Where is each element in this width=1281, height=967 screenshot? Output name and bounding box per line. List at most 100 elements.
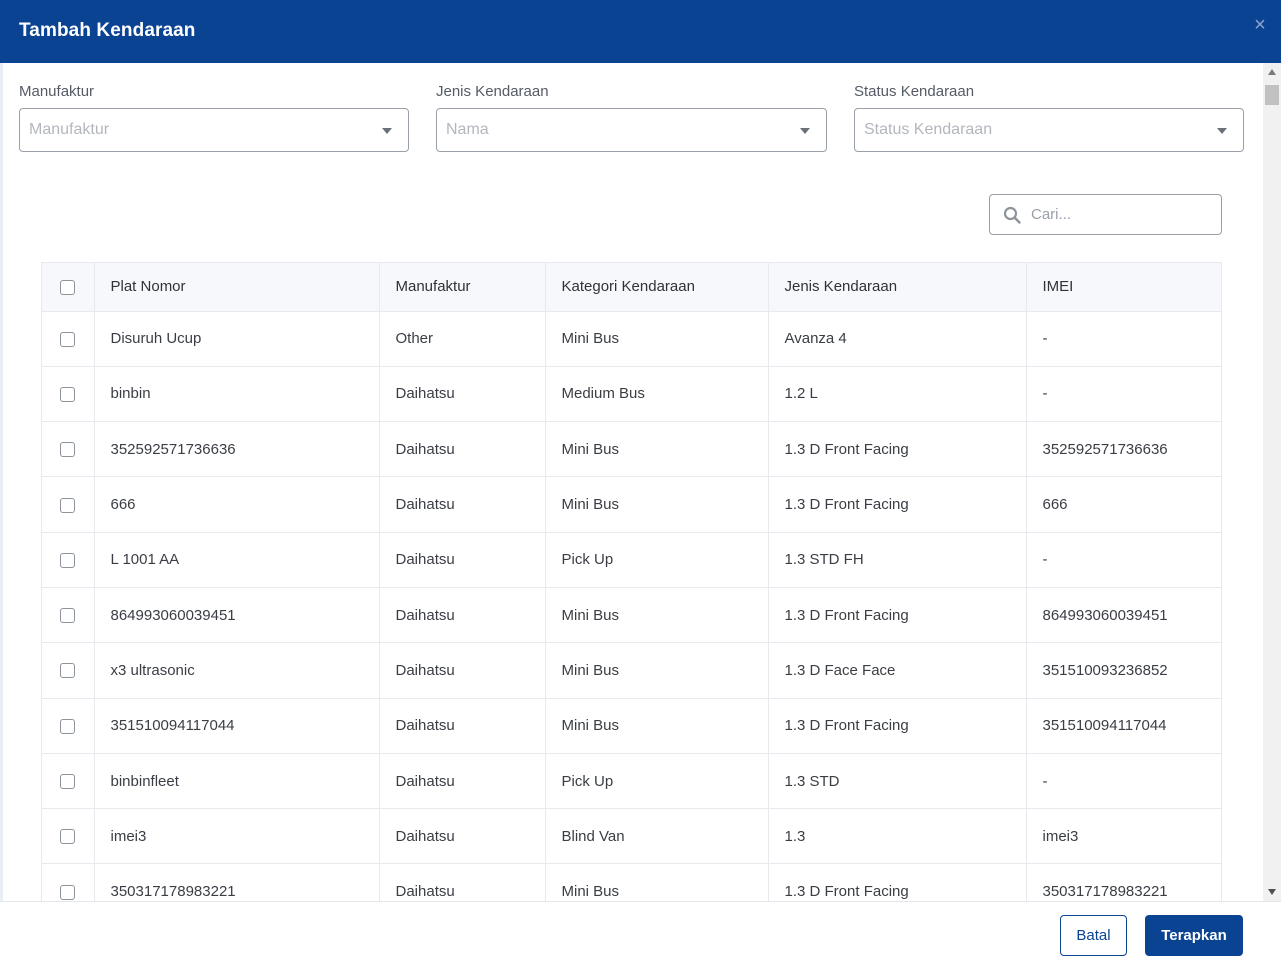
table-row[interactable]: 351510094117044 Daihatsu Mini Bus 1.3 D Fro… [42, 698, 1222, 754]
cell-category: Medium Bus [545, 366, 769, 423]
row-checkbox[interactable] [60, 774, 76, 790]
cell-plate: x3 ultrasonic [94, 642, 380, 699]
cell-imei: - [1026, 753, 1222, 810]
table-row[interactable]: x3 ultrasonic Daihatsu Mini Bus 1.3 D Face … [42, 642, 1222, 699]
cell-plate: binbin [94, 366, 380, 423]
row-checkbox-cell [42, 698, 95, 754]
modal-title: Tambah Kendaraan [19, 20, 196, 41]
manufacturer-filter-label: Manufaktur [19, 83, 95, 100]
row-checkbox[interactable] [60, 663, 76, 679]
cell-category: Mini Bus [545, 476, 769, 533]
column-header-vehicle-type[interactable]: Jenis Kendaraan [768, 263, 1027, 312]
search-input[interactable]: Cari... [989, 194, 1222, 235]
row-checkbox-cell [42, 587, 95, 644]
cell-imei: 864993060039451 [1026, 587, 1222, 644]
cancel-button[interactable]: Batal [1060, 915, 1127, 956]
search-icon [1003, 206, 1021, 224]
row-checkbox-cell [42, 421, 95, 478]
row-checkbox[interactable] [60, 497, 76, 513]
scroll-thumb[interactable] [1265, 85, 1279, 105]
cell-imei: 350317178983221 [1026, 863, 1222, 901]
cell-category: Mini Bus [545, 863, 769, 901]
apply-button[interactable]: Terapkan [1145, 915, 1243, 956]
cell-category: Mini Bus [545, 311, 769, 367]
cell-vehicle-type: 1.3 D Face Face [768, 642, 1027, 699]
cell-manufacturer: Daihatsu [379, 587, 546, 644]
row-checkbox[interactable] [60, 718, 76, 734]
cell-imei: - [1026, 532, 1222, 588]
modal-header: Tambah Kendaraan × [0, 0, 1281, 63]
row-checkbox-cell [42, 753, 95, 810]
cell-imei: - [1026, 366, 1222, 423]
cell-manufacturer: Daihatsu [379, 532, 546, 588]
scroll-down-arrow-icon[interactable] [1268, 889, 1276, 895]
row-checkbox[interactable] [60, 552, 76, 568]
vehicle-type-select-placeholder: Nama [446, 121, 489, 138]
cell-manufacturer: Daihatsu [379, 808, 546, 865]
column-header-imei[interactable]: IMEI [1026, 263, 1222, 312]
select-all-cell [42, 263, 95, 312]
manufacturer-select-placeholder: Manufaktur [29, 121, 110, 138]
cell-plate: 666 [94, 476, 380, 533]
row-checkbox-cell [42, 476, 95, 533]
cell-vehicle-type: 1.3 D Front Facing [768, 476, 1027, 533]
modal-body: Manufaktur Manufaktur Jenis Kendaraan Na… [3, 63, 1263, 901]
cell-vehicle-type: 1.3 D Front Facing [768, 421, 1027, 478]
row-checkbox[interactable] [60, 884, 76, 900]
close-icon[interactable]: × [1254, 14, 1266, 36]
vehicle-type-filter-label: Jenis Kendaraan [436, 83, 549, 100]
cell-imei: 352592571736636 [1026, 421, 1222, 478]
scrollbar[interactable] [1263, 63, 1281, 901]
cell-plate: binbinfleet [94, 753, 380, 810]
table-row[interactable]: L 1001 AA Daihatsu Pick Up 1.3 STD FH - [42, 532, 1222, 588]
row-checkbox-cell [42, 863, 95, 901]
table-row[interactable]: binbin Daihatsu Medium Bus 1.2 L- [42, 366, 1222, 423]
select-all-checkbox[interactable] [60, 279, 76, 295]
row-checkbox[interactable] [60, 442, 76, 458]
table-row[interactable]: imei3 Daihatsu Blind Van 1.3 imei3 [42, 808, 1222, 865]
row-checkbox[interactable] [60, 331, 76, 347]
scroll-up-arrow-icon[interactable] [1268, 69, 1276, 75]
modal-footer: Batal Terapkan [0, 901, 1281, 967]
cell-plate: 864993060039451 [94, 587, 380, 644]
search-placeholder: Cari... [1031, 206, 1072, 223]
cell-manufacturer: Daihatsu [379, 863, 546, 901]
column-header-manufacturer[interactable]: Manufaktur [379, 263, 546, 312]
cell-category: Blind Van [545, 808, 769, 865]
cell-vehicle-type: Avanza 4 [768, 311, 1027, 367]
row-checkbox-cell [42, 366, 95, 423]
cell-category: Pick Up [545, 753, 769, 810]
manufacturer-select[interactable]: Manufaktur [19, 108, 409, 152]
column-header-plate[interactable]: Plat Nomor [94, 263, 380, 312]
cell-manufacturer: Daihatsu [379, 421, 546, 478]
table-row[interactable]: 350317178983221 Daihatsu Mini Bus 1.3 D Fro… [42, 863, 1222, 901]
cell-vehicle-type: 1.3 D Front Facing [768, 863, 1027, 901]
background-strip [0, 63, 3, 901]
table-row[interactable]: 352592571736636 Daihatsu Mini Bus 1.3 D Fro… [42, 421, 1222, 478]
chevron-down-icon [800, 128, 810, 134]
column-header-category[interactable]: Kategori Kendaraan [545, 263, 769, 312]
cell-category: Mini Bus [545, 421, 769, 478]
row-checkbox[interactable] [60, 386, 76, 402]
table-row[interactable]: 864993060039451 Daihatsu Mini Bus 1.3 D Fro… [42, 587, 1222, 644]
cell-plate: Disuruh Ucup [94, 311, 380, 367]
cell-category: Pick Up [545, 532, 769, 588]
cell-plate: L 1001 AA [94, 532, 380, 588]
cell-plate: 352592571736636 [94, 421, 380, 478]
cell-plate: imei3 [94, 808, 380, 865]
row-checkbox[interactable] [60, 608, 76, 624]
row-checkbox-cell [42, 808, 95, 865]
vehicle-status-select[interactable]: Status Kendaraan [854, 108, 1244, 152]
cell-manufacturer: Other [379, 311, 546, 367]
table-row[interactable]: Disuruh Ucup Other Mini Bus Avanza 4- [42, 311, 1222, 367]
cell-plate: 350317178983221 [94, 863, 380, 901]
cell-manufacturer: Daihatsu [379, 698, 546, 754]
table-row[interactable]: 666 Daihatsu Mini Bus 1.3 D Front Facing 666 [42, 476, 1222, 533]
table-row[interactable]: binbinfleet Daihatsu Pick Up 1.3 STD - [42, 753, 1222, 810]
vehicle-type-select[interactable]: Nama [436, 108, 827, 152]
row-checkbox[interactable] [60, 829, 76, 845]
cell-imei: 351510093236852 [1026, 642, 1222, 699]
row-checkbox-cell [42, 311, 95, 367]
cell-manufacturer: Daihatsu [379, 476, 546, 533]
